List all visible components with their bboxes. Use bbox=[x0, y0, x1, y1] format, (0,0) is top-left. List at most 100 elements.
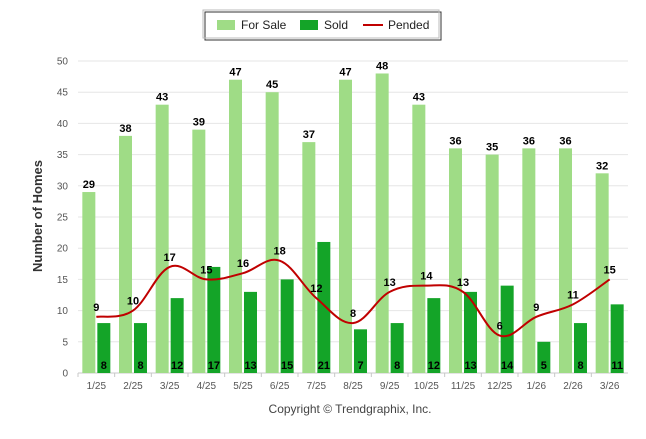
data-label-sold: 13 bbox=[464, 360, 476, 372]
data-label-sold: 8 bbox=[137, 360, 143, 372]
x-tick-label: 4/25 bbox=[197, 381, 217, 392]
legend-label-for-sale: For Sale bbox=[241, 18, 287, 32]
bar-for-sale-11-25 bbox=[449, 148, 462, 373]
data-label-for-sale: 39 bbox=[193, 117, 205, 129]
data-label-for-sale: 36 bbox=[449, 135, 461, 147]
data-label-sold: 21 bbox=[318, 360, 330, 372]
bars bbox=[82, 73, 623, 373]
data-label-pended: 9 bbox=[533, 302, 539, 314]
data-label-sold: 7 bbox=[357, 360, 363, 372]
x-tick-label: 8/25 bbox=[343, 381, 363, 392]
data-label-for-sale: 36 bbox=[559, 135, 571, 147]
x-tick-label: 12/25 bbox=[487, 381, 512, 392]
data-label-sold: 12 bbox=[171, 360, 183, 372]
data-label-sold: 8 bbox=[394, 360, 400, 372]
data-label-for-sale: 35 bbox=[486, 142, 498, 154]
bar-for-sale-5-25 bbox=[229, 80, 242, 373]
data-label-pended: 13 bbox=[457, 277, 469, 289]
x-tick-label: 1/25 bbox=[87, 381, 107, 392]
bar-for-sale-7-25 bbox=[302, 142, 315, 373]
data-label-pended: 14 bbox=[420, 271, 433, 283]
y-tick-label: 35 bbox=[57, 150, 69, 161]
bar-sold-6-25 bbox=[281, 279, 294, 373]
x-tick-label: 5/25 bbox=[233, 381, 253, 392]
data-label-sold: 11 bbox=[611, 360, 623, 372]
data-label-sold: 5 bbox=[541, 360, 547, 372]
data-label-pended: 8 bbox=[350, 308, 356, 320]
data-label-for-sale: 45 bbox=[266, 79, 278, 91]
x-tick-label: 2/26 bbox=[563, 381, 583, 392]
bar-sold-4-25 bbox=[207, 267, 220, 373]
bar-for-sale-12-25 bbox=[486, 155, 499, 373]
data-label-pended: 11 bbox=[567, 289, 579, 301]
data-label-pended: 9 bbox=[93, 302, 99, 314]
bar-for-sale-6-25 bbox=[266, 92, 279, 373]
data-label-for-sale: 47 bbox=[339, 67, 351, 79]
x-tick-label: 7/25 bbox=[307, 381, 327, 392]
x-tick-label: 3/25 bbox=[160, 381, 180, 392]
data-label-pended: 12 bbox=[310, 283, 322, 295]
data-label-pended: 6 bbox=[497, 321, 503, 333]
bar-for-sale-3-25 bbox=[156, 105, 169, 373]
bar-for-sale-2-25 bbox=[119, 136, 132, 373]
data-label-sold: 14 bbox=[501, 360, 514, 372]
legend-swatch-sold bbox=[300, 20, 318, 30]
y-axis-title: Number of Homes bbox=[30, 160, 45, 272]
data-label-pended: 18 bbox=[274, 246, 286, 258]
legend: For Sale Sold Pended bbox=[203, 10, 441, 40]
data-label-for-sale: 48 bbox=[376, 60, 388, 72]
legend-swatch-for-sale bbox=[217, 20, 235, 30]
bar-for-sale-10-25 bbox=[412, 105, 425, 373]
data-label-for-sale: 38 bbox=[119, 123, 131, 135]
data-label-pended: 16 bbox=[237, 258, 249, 270]
data-label-for-sale: 43 bbox=[156, 92, 168, 104]
data-label-pended: 10 bbox=[127, 296, 139, 308]
y-tick-label: 5 bbox=[62, 337, 68, 348]
data-label-pended: 13 bbox=[384, 277, 396, 289]
data-label-for-sale: 43 bbox=[413, 92, 425, 104]
bar-for-sale-8-25 bbox=[339, 80, 352, 373]
data-label-sold: 8 bbox=[101, 360, 107, 372]
copyright-credit: Copyright © Trendgraphix, Inc. bbox=[269, 402, 432, 416]
bar-sold-7-25 bbox=[317, 242, 330, 373]
data-label-pended: 15 bbox=[604, 264, 616, 276]
data-label-sold: 12 bbox=[428, 360, 440, 372]
y-tick-label: 30 bbox=[57, 181, 69, 192]
bar-for-sale-1-26 bbox=[522, 148, 535, 373]
y-tick-label: 45 bbox=[57, 88, 69, 99]
data-label-pended: 17 bbox=[164, 252, 176, 264]
data-label-for-sale: 37 bbox=[303, 129, 315, 141]
bar-for-sale-9-25 bbox=[376, 73, 389, 373]
y-tick-label: 40 bbox=[57, 119, 69, 130]
y-tick-label: 15 bbox=[57, 275, 69, 286]
data-label-sold: 15 bbox=[281, 360, 293, 372]
x-tick-label: 11/25 bbox=[451, 381, 476, 392]
y-tick-label: 0 bbox=[62, 369, 68, 380]
y-tick-label: 10 bbox=[57, 306, 69, 317]
x-tick-label: 6/25 bbox=[270, 381, 290, 392]
bar-for-sale-1-25 bbox=[82, 192, 95, 373]
legend-label-pended: Pended bbox=[388, 18, 429, 32]
data-label-for-sale: 29 bbox=[83, 179, 95, 191]
x-tick-label: 1/26 bbox=[527, 381, 547, 392]
bar-for-sale-4-25 bbox=[192, 130, 205, 373]
x-tick-label: 9/25 bbox=[380, 381, 400, 392]
data-label-pended: 15 bbox=[200, 264, 212, 276]
bar-for-sale-2-26 bbox=[559, 148, 572, 373]
data-label-for-sale: 36 bbox=[523, 135, 535, 147]
data-label-sold: 17 bbox=[208, 360, 220, 372]
y-tick-label: 20 bbox=[57, 244, 69, 255]
y-axis-ticks: 0 5 10 15 20 25 30 35 40 45 50 bbox=[57, 57, 69, 380]
data-label-for-sale: 32 bbox=[596, 160, 608, 172]
y-tick-label: 50 bbox=[57, 57, 69, 68]
legend-label-sold: Sold bbox=[324, 18, 348, 32]
data-label-sold: 8 bbox=[577, 360, 583, 372]
data-label-for-sale: 47 bbox=[229, 67, 241, 79]
x-tick-label: 3/26 bbox=[600, 381, 620, 392]
data-label-sold: 13 bbox=[244, 360, 256, 372]
x-tick-label: 2/25 bbox=[123, 381, 143, 392]
y-tick-label: 25 bbox=[57, 213, 69, 224]
